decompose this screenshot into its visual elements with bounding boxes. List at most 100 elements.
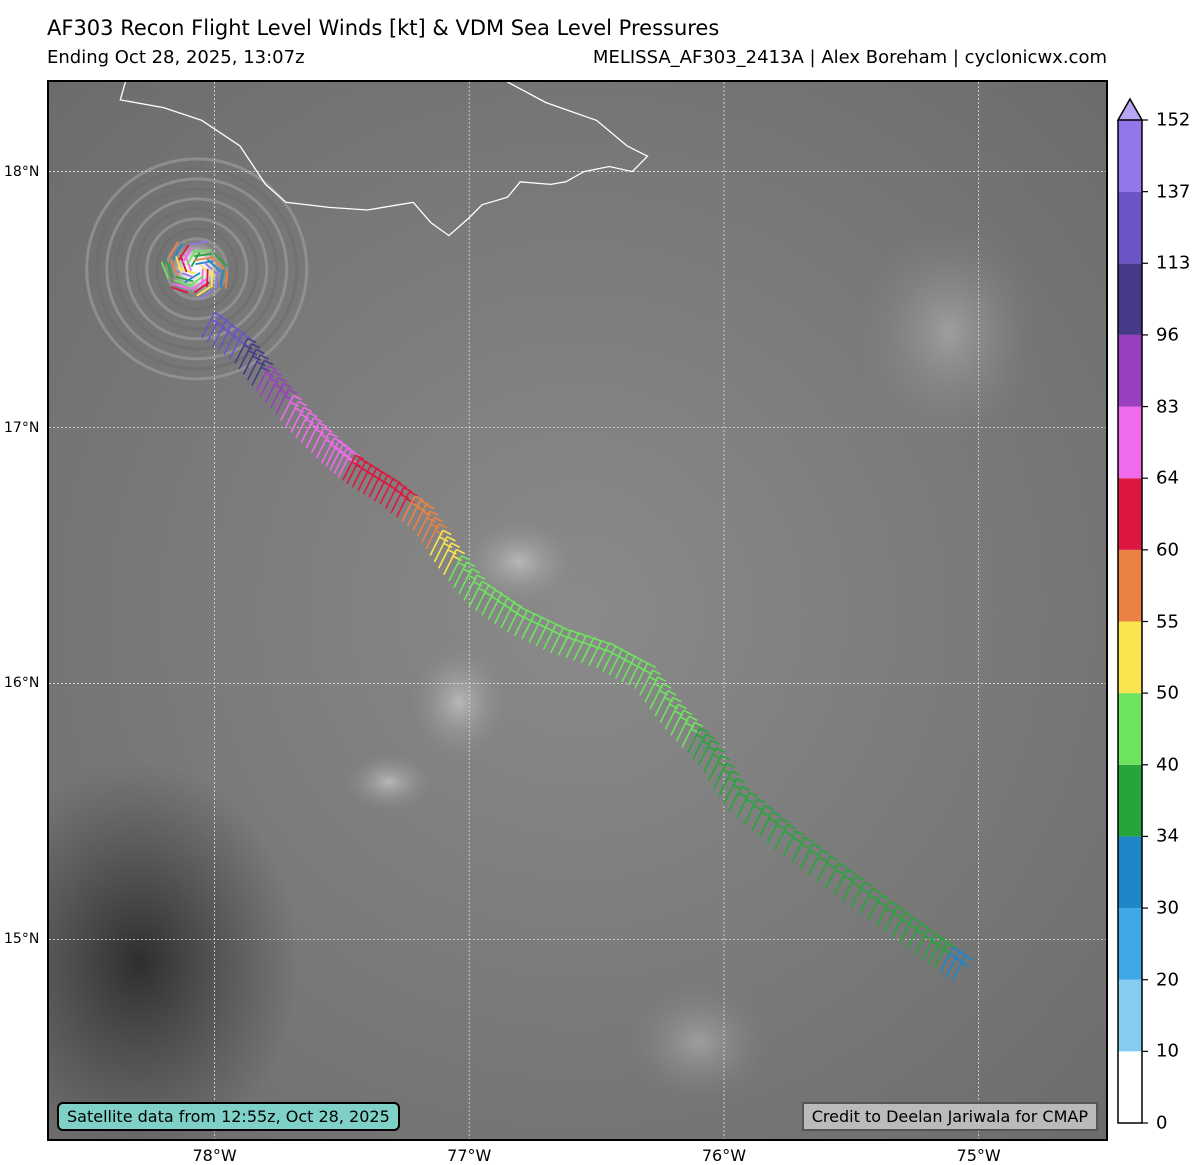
wind-barb-flag bbox=[843, 875, 853, 882]
x-tick-label: 75°W bbox=[956, 1146, 1001, 1165]
wind-barb-flag bbox=[392, 478, 402, 485]
wind-barb-flag bbox=[400, 493, 410, 500]
wind-barb-eye bbox=[201, 268, 204, 287]
wind-barb-shaft bbox=[808, 849, 823, 876]
wind-barb-flag bbox=[259, 354, 270, 360]
wind-barb-flag bbox=[804, 836, 814, 843]
colorbar-label: 34 bbox=[1156, 825, 1179, 847]
wind-barb-flag bbox=[672, 696, 682, 703]
wind-barb-flag bbox=[776, 824, 786, 830]
wind-barb-shaft bbox=[420, 517, 436, 544]
wind-barb-shaft bbox=[201, 312, 216, 339]
wind-barb-flag bbox=[736, 777, 746, 784]
eye-ring bbox=[95, 167, 299, 371]
wind-barb-flag bbox=[677, 703, 687, 710]
wind-barb-shaft bbox=[735, 792, 751, 819]
cmap-credit-note: Credit to Deelan Jariwala for CMAP bbox=[801, 1102, 1098, 1131]
wind-barb-eye bbox=[174, 279, 192, 286]
wind-barb-shaft bbox=[728, 785, 743, 812]
wind-barb-flag bbox=[411, 502, 421, 508]
wind-barb-shaft bbox=[437, 542, 453, 569]
wind-barb-shaft bbox=[373, 475, 388, 502]
wind-barb-flag bbox=[293, 394, 303, 401]
wind-barb-flag bbox=[442, 529, 452, 536]
wind-barb-shaft bbox=[782, 830, 797, 857]
wind-barb-eye bbox=[172, 243, 183, 261]
wind-barb-shaft bbox=[351, 461, 366, 488]
wind-barb-flag bbox=[855, 875, 865, 881]
wind-barb-flag bbox=[325, 439, 335, 445]
wind-barb-shaft bbox=[659, 697, 674, 724]
wind-barb-eye bbox=[160, 261, 170, 280]
colorbar-segment bbox=[1118, 908, 1142, 980]
colorbar-label: 0 bbox=[1156, 1112, 1168, 1134]
wind-barb-eye bbox=[179, 254, 188, 273]
wind-barb-flag bbox=[268, 365, 278, 371]
wind-barb-flag bbox=[768, 817, 778, 824]
dark-region-sw bbox=[49, 762, 299, 1139]
wind-barb-flag bbox=[252, 355, 262, 362]
wind-barb-flag bbox=[809, 849, 819, 856]
colorbar-label: 152 bbox=[1156, 109, 1191, 131]
wind-barb-flag bbox=[256, 360, 266, 367]
wind-barb-flag bbox=[310, 423, 320, 430]
chart-title: AF303 Recon Flight Level Winds [kt] & VD… bbox=[47, 16, 720, 40]
wind-barb-flag bbox=[896, 906, 906, 912]
wind-barb-shaft bbox=[718, 770, 733, 797]
wind-barb-flag bbox=[904, 911, 914, 918]
wind-barb-flag bbox=[720, 754, 731, 761]
wind-barb-shaft bbox=[614, 652, 630, 679]
colorbar bbox=[1116, 97, 1148, 1124]
wind-barb-flag bbox=[425, 503, 435, 510]
wind-barb-shaft bbox=[468, 581, 483, 608]
wind-barb-shaft bbox=[453, 561, 468, 588]
wind-barb-flag bbox=[303, 406, 313, 413]
colorbar-label: 60 bbox=[1156, 539, 1179, 561]
map-panel: Satellite data from 12:55z, Oct 28, 2025… bbox=[47, 80, 1108, 1141]
wind-barb-flag bbox=[710, 739, 720, 746]
wind-barb-shaft bbox=[295, 412, 310, 439]
colorbar-segment bbox=[1118, 334, 1142, 407]
wind-barb-shaft bbox=[557, 629, 572, 656]
wind-barb-flag bbox=[860, 888, 870, 894]
wind-barb-flag bbox=[940, 938, 950, 944]
wind-barb-flag bbox=[694, 721, 704, 728]
wind-barb-flag bbox=[753, 805, 763, 811]
wind-barb-shaft bbox=[285, 401, 300, 428]
wind-barb-shaft bbox=[362, 468, 377, 495]
wind-barb-flag bbox=[699, 727, 709, 734]
x-tick-label: 76°W bbox=[701, 1146, 747, 1165]
wind-barb-flag bbox=[456, 548, 466, 555]
wind-barb-flag bbox=[320, 433, 330, 440]
wind-barb-flag bbox=[221, 327, 231, 333]
wind-barb-shaft bbox=[842, 875, 857, 902]
wind-barb-shaft bbox=[310, 427, 325, 454]
wind-barb-eye bbox=[182, 246, 194, 263]
wind-barb-shaft bbox=[333, 448, 348, 474]
eye-ring bbox=[125, 197, 269, 341]
cloud-cluster bbox=[344, 752, 434, 812]
wind-barb-flag bbox=[419, 499, 430, 506]
wind-barb-shaft bbox=[448, 555, 463, 582]
wind-barb-flag bbox=[210, 318, 220, 325]
eye-ring bbox=[155, 227, 239, 311]
wind-barb-flag bbox=[318, 422, 328, 428]
wind-barb-eye bbox=[191, 278, 207, 291]
wind-barb-flag bbox=[952, 946, 962, 953]
wind-barb-eye bbox=[220, 270, 224, 289]
wind-barb-flag bbox=[461, 555, 471, 561]
wind-barb-shaft bbox=[664, 703, 679, 730]
wind-barb-flag bbox=[705, 733, 715, 740]
wind-barb-eye bbox=[215, 269, 219, 288]
wind-barb-flag bbox=[826, 862, 836, 869]
wind-barb-flag bbox=[779, 817, 789, 824]
wind-barb-shaft bbox=[429, 529, 444, 556]
colorbar-label: 137 bbox=[1156, 181, 1191, 203]
wind-barb-shaft bbox=[859, 888, 874, 915]
wind-barb-flag bbox=[958, 950, 968, 957]
wind-barb-shaft bbox=[634, 663, 649, 689]
wind-barb-flag bbox=[430, 523, 440, 530]
wind-barb-flag bbox=[787, 823, 797, 830]
wind-barb-shaft bbox=[799, 843, 814, 870]
wind-barb-flag bbox=[248, 349, 258, 356]
